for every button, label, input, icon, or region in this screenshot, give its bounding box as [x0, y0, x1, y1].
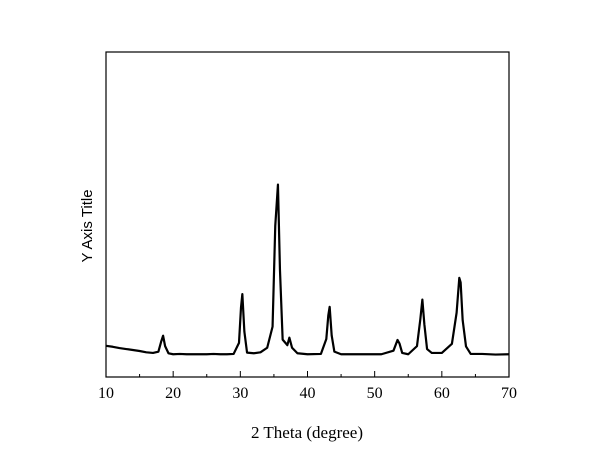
- x-tick-label: 50: [367, 385, 383, 402]
- plot-frame: [105, 51, 510, 378]
- xrd-pattern-line: [105, 183, 510, 356]
- x-axis-ticks: [105, 371, 510, 377]
- x-axis-tick-labels: 10 20 30 40 50 60 70: [98, 385, 517, 402]
- x-tick-label: 10: [98, 385, 114, 402]
- x-tick-label: 30: [232, 385, 248, 402]
- x-tick-label: 20: [165, 385, 181, 402]
- x-tick-label: 40: [300, 385, 316, 402]
- x-tick-label: 70: [501, 385, 517, 402]
- x-axis-label: 2 Theta (degree): [251, 423, 363, 442]
- x-tick-label: 60: [434, 385, 450, 402]
- y-axis-label: Y Axis Title: [79, 189, 96, 262]
